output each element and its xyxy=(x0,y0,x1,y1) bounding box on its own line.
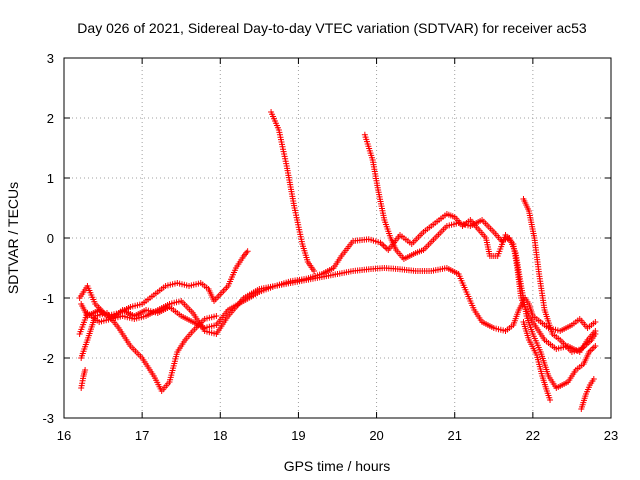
series-track-d xyxy=(78,310,220,394)
x-tick-label: 22 xyxy=(526,428,540,443)
y-tick-label: 3 xyxy=(47,51,54,66)
x-tick-label: 20 xyxy=(369,428,383,443)
series-track-j xyxy=(78,367,89,391)
data-point xyxy=(592,343,599,349)
data-point xyxy=(213,313,220,319)
x-tick-label: 17 xyxy=(135,428,149,443)
data-point xyxy=(590,344,597,351)
x-tick-label: 21 xyxy=(447,428,461,443)
series-track-h xyxy=(578,376,597,412)
data-points xyxy=(76,109,599,412)
axis-ticks xyxy=(63,57,612,419)
y-tick-label: 0 xyxy=(47,231,54,246)
y-tick-label: -3 xyxy=(42,411,54,426)
y-tick-label: 1 xyxy=(47,171,54,186)
series-track-f xyxy=(361,131,599,391)
series-track-g xyxy=(520,196,599,355)
data-point xyxy=(244,248,251,255)
data-point xyxy=(589,346,596,352)
y-tick-label: 2 xyxy=(47,111,54,126)
data-point xyxy=(592,331,599,337)
x-axis-label: GPS time / hours xyxy=(284,458,391,474)
data-point xyxy=(82,367,89,373)
series-track-e xyxy=(268,109,318,274)
y-axis-label: SDTVAR / TECUs xyxy=(5,182,21,294)
x-tick-label: 23 xyxy=(604,428,618,443)
series-track-b xyxy=(76,248,251,319)
data-point xyxy=(592,319,599,325)
x-tick-labels: 16 17 18 19 20 21 22 23 xyxy=(57,428,618,443)
series-track-i xyxy=(520,319,554,403)
chart-title: Day 026 of 2021, Sidereal Day-to-day VTE… xyxy=(77,20,587,36)
x-tick-label: 18 xyxy=(213,428,227,443)
data-point xyxy=(311,268,318,274)
data-point xyxy=(382,244,389,251)
data-point xyxy=(590,376,597,382)
y-tick-label: -2 xyxy=(42,351,54,366)
x-tick-label: 16 xyxy=(57,428,71,443)
y-tick-labels: -3 -2 -1 0 1 2 3 xyxy=(42,51,54,426)
data-point xyxy=(380,242,387,249)
y-tick-label: -1 xyxy=(42,291,54,306)
data-point xyxy=(547,397,554,403)
x-tick-label: 19 xyxy=(291,428,305,443)
